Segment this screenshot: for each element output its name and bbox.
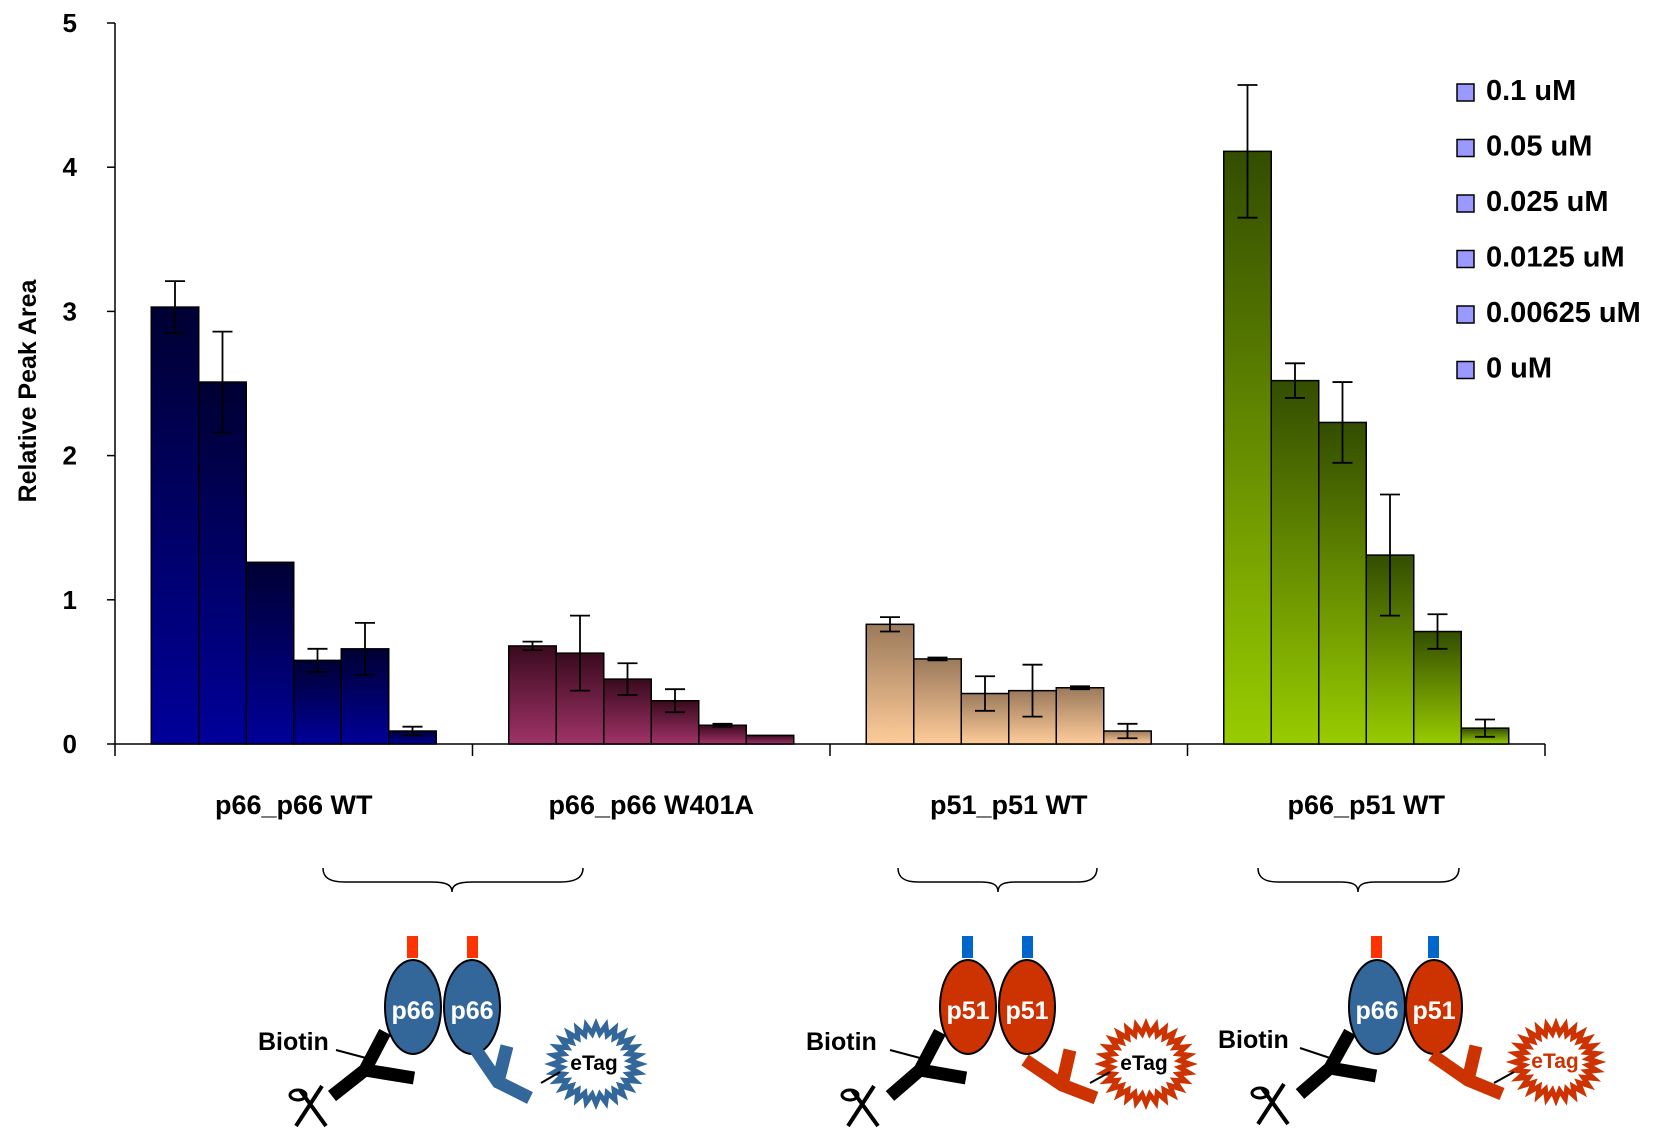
detection-antibody — [1428, 1044, 1505, 1101]
bar — [745, 734, 795, 745]
y-tick-label: 2 — [63, 441, 77, 471]
legend-swatch — [1456, 194, 1475, 213]
etag-starburst — [544, 1017, 648, 1111]
tag-left — [962, 936, 973, 958]
brace-p51 — [897, 867, 1098, 893]
subunit-right-label: p51 — [1412, 997, 1455, 1025]
subunit-right — [998, 959, 1056, 1055]
etag-label: eTag — [570, 1052, 617, 1075]
etag-line — [1089, 1071, 1111, 1084]
bar — [698, 724, 747, 745]
legend-label: 0.05 uM — [1486, 131, 1592, 163]
bar — [508, 645, 557, 745]
bar — [913, 658, 962, 745]
bar — [1318, 421, 1367, 745]
x-tick-label: p66_p51 WT — [1287, 790, 1445, 820]
etag-label: eTag — [1531, 1050, 1578, 1073]
bars — [150, 150, 1510, 745]
error-bars — [165, 84, 1495, 740]
tag-right — [467, 936, 478, 958]
scissors-icon — [846, 1084, 880, 1128]
y-tick-label: 1 — [63, 585, 77, 615]
biotin-label: Biotin — [258, 1028, 329, 1056]
bar — [1055, 687, 1105, 745]
biotin-line — [1299, 1047, 1331, 1059]
diagram-p51-p51: p51 p51 Biotin eTag — [806, 936, 1198, 1128]
etag-line — [540, 1071, 561, 1084]
subunit-left-label: p51 — [946, 997, 989, 1025]
biotin-line — [889, 1049, 921, 1059]
legend-label: 0 uM — [1486, 353, 1552, 385]
tag-left — [1371, 936, 1382, 958]
capture-antibody — [885, 1028, 968, 1101]
tag-left — [407, 936, 418, 958]
subunit-left-label: p66 — [1355, 997, 1398, 1025]
y-tick-label: 3 — [63, 296, 77, 326]
capture-antibody — [1295, 1028, 1378, 1099]
subunit-left — [939, 959, 997, 1055]
diagram-p66-p51: p66 p51 Biotin eTag — [1218, 936, 1607, 1126]
scissors-icon — [1256, 1082, 1290, 1126]
biotin-label: Biotin — [806, 1028, 877, 1056]
subunit-left-label: p66 — [391, 997, 434, 1025]
subunit-left — [384, 959, 442, 1055]
detection-antibody — [1021, 1048, 1099, 1105]
brace-p66-p51 — [1257, 867, 1460, 893]
legend-swatch — [1456, 360, 1475, 380]
y-axis-label: Relative Peak Area — [14, 278, 42, 502]
subunit-right-label: p51 — [1005, 997, 1048, 1025]
y-tick-label: 5 — [63, 8, 77, 38]
bar — [603, 678, 652, 745]
legend-label: 0.1 uM — [1486, 75, 1576, 107]
bar — [1223, 150, 1272, 745]
legend-label: 0.025 uM — [1486, 186, 1609, 218]
scissors-icon — [294, 1084, 328, 1128]
subunit-right-label: p66 — [450, 997, 493, 1025]
x-tick-labels: p66_p66 WT p66_p66 W401A p51_p51 WT p66_p51… — [215, 790, 1446, 820]
diagram-p66-p66: p66 p66 Biotin eTag — [258, 936, 648, 1128]
bar — [293, 659, 342, 745]
tag-right — [1428, 936, 1439, 958]
bar — [865, 623, 915, 745]
legend-swatch — [1456, 138, 1475, 158]
y-tick-label: 0 — [63, 729, 77, 759]
x-tick-label: p66_p66 WT — [215, 790, 373, 820]
biotin-label: Biotin — [1218, 1026, 1289, 1054]
x-tick-label: p66_p66 W401A — [548, 790, 754, 820]
detection-antibody — [470, 1044, 533, 1104]
bar — [150, 306, 200, 745]
y-tick-label: 4 — [63, 152, 78, 182]
brace-p66 — [322, 867, 584, 893]
etag-starburst — [1505, 1017, 1607, 1107]
capture-antibody — [327, 1028, 416, 1102]
x-tick-label: p51_p51 WT — [930, 790, 1088, 820]
legend-swatch — [1456, 83, 1475, 102]
biotin-line — [335, 1049, 367, 1059]
legend-swatch — [1456, 249, 1475, 269]
bar — [1270, 379, 1320, 745]
bar — [198, 381, 247, 745]
etag-starburst — [1094, 1017, 1198, 1111]
bar — [245, 561, 295, 745]
legend-label: 0.0125 uM — [1486, 242, 1625, 274]
legend-label: 0.00625 uM — [1486, 297, 1641, 329]
tag-right — [1022, 936, 1033, 958]
legend: 0.1 uM 0.05 uM 0.025 uM 0.0125 uM 0.00625 uM… — [1456, 75, 1641, 385]
etag-label: eTag — [1120, 1052, 1167, 1075]
legend-swatch — [1456, 305, 1475, 324]
etag-line — [1493, 1071, 1515, 1084]
